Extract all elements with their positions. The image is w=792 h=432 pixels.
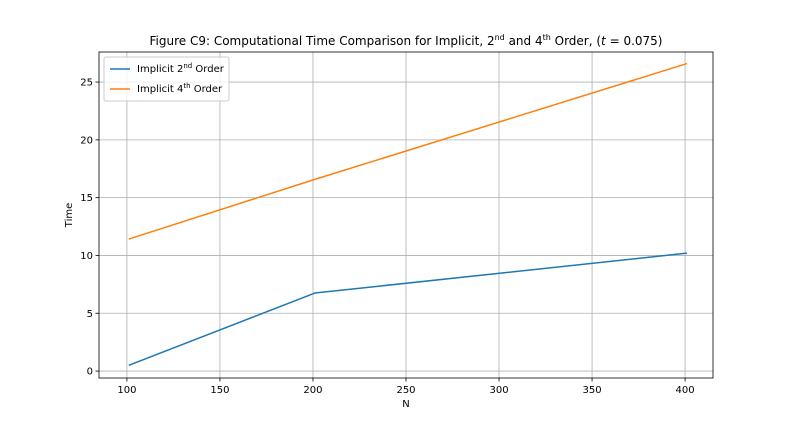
y-tick-label: 5 [87,309,93,320]
y-tick-label: 25 [80,78,93,89]
legend-label-1-suffix: Order [191,84,223,95]
x-tick-label: 200 [303,385,322,396]
legend-label-1-prefix: Implicit 4 [137,84,183,95]
x-tick-label: 400 [676,385,695,396]
title-suffix1: Order, ( [551,34,601,48]
x-tick-label: 250 [396,385,415,396]
legend-label-series-1: Implicit 4th Order [137,82,223,95]
y-tick-label: 15 [80,193,93,204]
y-axis-label: Time [64,203,75,228]
x-tick-label: 300 [489,385,508,396]
x-tick-label: 350 [583,385,602,396]
x-axis-ticks: 100 150 200 250 300 350 400 [117,378,695,396]
legend-label-series-0: Implicit 2nd Order [137,62,225,75]
title-mid: and 4 [505,34,543,48]
legend-label-0-suffix: Order [192,64,224,75]
series-line-1 [128,62,688,240]
x-axis-label: N [402,399,409,410]
series-line-0 [128,252,688,366]
x-tick-label: 150 [210,385,229,396]
legend-label-0-sup: nd [183,62,192,70]
chart-title: Figure C9: Computational Time Comparison… [150,33,663,48]
legend-label-0-prefix: Implicit 2 [137,64,183,75]
grid-lines [99,52,713,378]
legend: Implicit 2nd Order Implicit 4th Order [103,56,230,102]
title-sup-th: th [543,33,551,42]
x-tick-label: 100 [117,385,136,396]
y-tick-label: 10 [80,251,93,262]
title-suffix2: = 0.075) [606,34,663,48]
y-tick-label: 20 [80,135,93,146]
y-tick-label: 0 [87,367,93,378]
title-t-var: t [601,34,607,48]
title-prefix: Figure C9: Computational Time Comparison… [150,34,495,48]
series-lines [128,62,688,366]
legend-box [103,56,230,102]
legend-label-1-sup: th [183,82,190,90]
y-axis-ticks: 0 5 10 15 20 25 [80,78,99,378]
title-sup-nd: nd [495,33,505,42]
